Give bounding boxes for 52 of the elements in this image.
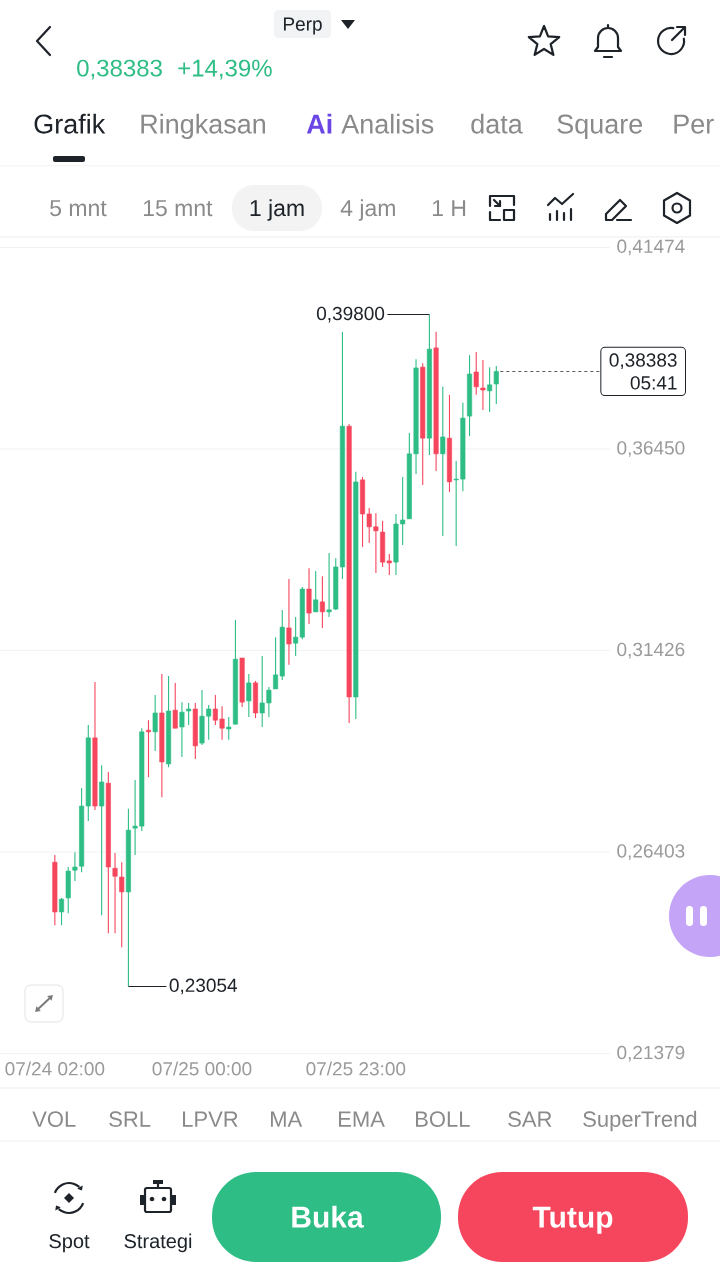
text: 1 H: [432, 200, 466, 216]
y-tick-label: 0,41474: [617, 239, 685, 256]
x-tick-label: 07/24 02:00: [5, 1061, 105, 1076]
text: 15 mnt: [143, 200, 213, 217]
text: data: [471, 113, 523, 134]
text: Perp: [283, 17, 322, 35]
candlestick: [246, 673, 252, 718]
text: Buka: [292, 1205, 364, 1228]
text: SuperTrend: [583, 1110, 697, 1132]
y-tick-label: 0,31426: [617, 642, 685, 659]
text: Strategi: [124, 1233, 192, 1253]
text: Tutup: [532, 1206, 613, 1234]
y-tick-label: 0,36450: [617, 441, 685, 457]
text: Ai: [306, 113, 332, 134]
x-tick-label: 07/25 00:00: [152, 1061, 252, 1076]
text: Spot: [49, 1234, 90, 1253]
annotation: 0,23054: [169, 978, 238, 995]
text: Grafik: [34, 113, 106, 134]
text: SRL: [109, 1111, 151, 1127]
candlestick: [473, 351, 479, 396]
annotation: 0,39800: [316, 306, 385, 323]
text: LPVR: [183, 1111, 238, 1127]
text: 5 mnt: [50, 200, 107, 217]
x-tick-label: 07/25 23:00: [306, 1061, 406, 1076]
candlestick: [319, 575, 325, 629]
text: EMA: [339, 1111, 385, 1127]
text: Per: [674, 114, 714, 134]
text: 4 jam: [340, 199, 395, 221]
text: +14,39%: [178, 59, 272, 80]
text: 0,38383: [77, 59, 162, 80]
text: SAR: [508, 1111, 552, 1127]
candlestick: [152, 694, 158, 752]
candlestick: [480, 359, 486, 411]
candlestick: [172, 682, 178, 729]
text: Ringkasan: [141, 113, 266, 139]
candlestick: [179, 701, 185, 758]
ref-line-label: 0,38383: [609, 353, 677, 370]
candlestick: [286, 578, 292, 666]
y-tick-label: 0,26403: [617, 844, 685, 860]
text: 05:41: [630, 376, 677, 390]
candlestick: [186, 702, 192, 726]
text: BOLL: [416, 1111, 470, 1127]
text: Analisis: [341, 113, 434, 134]
candlestick: [313, 570, 319, 613]
candlestick: [226, 716, 232, 741]
text: 1 jam: [250, 199, 304, 221]
text: Square: [557, 114, 643, 139]
text: MA: [271, 1111, 303, 1127]
text: VOL: [32, 1111, 76, 1127]
candlestick: [145, 719, 151, 778]
y-tick-label: 0,21379: [617, 1045, 685, 1062]
candlestick: [440, 386, 446, 537]
